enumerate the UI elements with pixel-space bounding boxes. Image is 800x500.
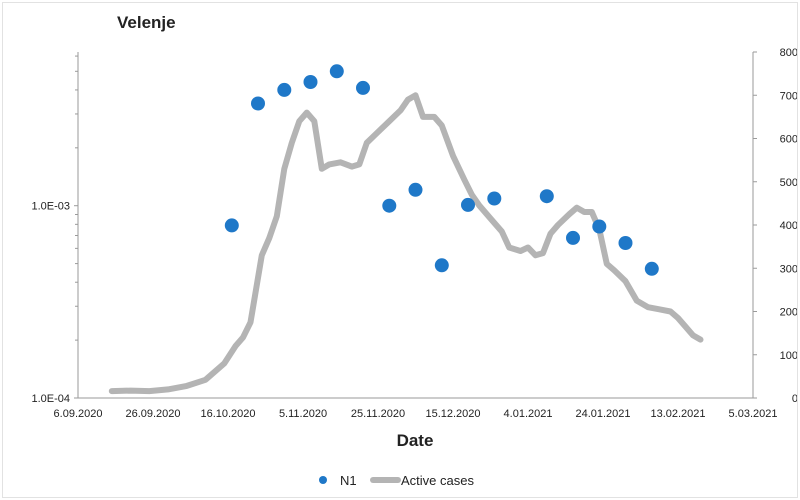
- x-tick-label: 16.10.2020: [200, 408, 255, 420]
- active-cases-line: [108, 92, 704, 395]
- right-tick-label: 600: [780, 134, 798, 146]
- right-tick-label: 200: [780, 307, 798, 319]
- x-tick-label: 26.09.2020: [125, 408, 180, 420]
- n1-point: [356, 80, 370, 95]
- x-tick-label: 15.12.2020: [425, 408, 480, 420]
- left-y-axis: 1.0E-04 1.0E-03: [31, 52, 79, 405]
- left-tick-labels: 1.0E-04 1.0E-03: [31, 201, 78, 405]
- n1-point: [566, 230, 580, 245]
- n1-point: [251, 96, 265, 111]
- left-tick-label: 1.0E-04: [31, 393, 70, 405]
- n1-point: [644, 261, 659, 276]
- left-tick-label: 1.0E-03: [31, 201, 70, 213]
- right-tick-label: 700: [780, 90, 798, 102]
- n1-point: [592, 219, 607, 234]
- n1-point: [618, 236, 633, 250]
- n1-point: [303, 75, 318, 89]
- n1-point: [329, 64, 344, 79]
- legend-n1-label: N1: [340, 473, 357, 488]
- x-tick-label: 24.01.2021: [575, 408, 630, 420]
- x-axis-label: Date: [397, 431, 434, 450]
- right-tick-label: 100: [780, 350, 798, 362]
- x-tick-label: 5.11.2020: [279, 408, 327, 420]
- left-minor-ticks: [75, 55, 78, 341]
- x-tick-label: 13.02.2021: [650, 408, 705, 420]
- right-tick-label: 300: [780, 263, 798, 275]
- n1-point: [224, 218, 239, 233]
- right-y-axis: 0 100 200 300 400 500 600 700 800: [752, 47, 798, 405]
- legend-active-cases-label: Active cases: [401, 473, 474, 488]
- x-tick-label: 5.03.2021: [729, 408, 778, 420]
- n1-point: [461, 197, 475, 212]
- right-tick-label: 0: [792, 393, 798, 405]
- right-tick-label: 400: [780, 220, 798, 232]
- n1-point: [434, 258, 449, 273]
- right-tick-label: 500: [780, 177, 798, 189]
- n1-point: [408, 182, 423, 197]
- x-tick-label: 4.01.2021: [504, 408, 553, 420]
- legend: N1 Active cases: [319, 473, 474, 488]
- n1-series: [224, 64, 659, 276]
- n1-point: [382, 198, 397, 213]
- active-cases-series: [108, 92, 704, 395]
- x-tick-labels: 6.09.2020 26.09.2020 16.10.2020 5.11.2020 25…: [54, 408, 778, 420]
- right-tick-labels: 0 100 200 300 400 500 600 700 800: [753, 47, 798, 405]
- chart-title: Velenje: [117, 13, 176, 32]
- x-tick-label: 6.09.2020: [54, 408, 103, 420]
- n1-point: [277, 82, 292, 97]
- x-axis: 6.09.2020 26.09.2020 16.10.2020 5.11.2020 25…: [54, 397, 778, 420]
- x-tick-label: 25.11.2020: [351, 408, 405, 420]
- legend-n1-marker: [319, 476, 327, 484]
- right-tick-label: 800: [780, 47, 798, 59]
- n1-point: [539, 189, 554, 204]
- n1-point: [487, 191, 502, 206]
